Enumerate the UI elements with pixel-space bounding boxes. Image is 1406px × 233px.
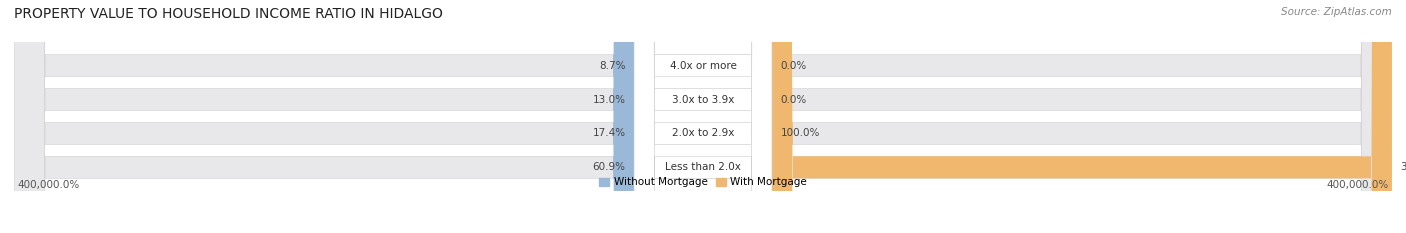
Text: 4.0x or more: 4.0x or more	[669, 61, 737, 71]
Text: 0.0%: 0.0%	[780, 95, 807, 105]
Text: Source: ZipAtlas.com: Source: ZipAtlas.com	[1281, 7, 1392, 17]
FancyBboxPatch shape	[634, 0, 772, 233]
Text: 17.4%: 17.4%	[592, 128, 626, 138]
FancyBboxPatch shape	[613, 0, 655, 233]
Text: 13.0%: 13.0%	[592, 95, 626, 105]
FancyBboxPatch shape	[14, 0, 1392, 233]
Text: 3.0x to 3.9x: 3.0x to 3.9x	[672, 95, 734, 105]
Text: PROPERTY VALUE TO HOUSEHOLD INCOME RATIO IN HIDALGO: PROPERTY VALUE TO HOUSEHOLD INCOME RATIO…	[14, 7, 443, 21]
FancyBboxPatch shape	[613, 0, 655, 233]
FancyBboxPatch shape	[772, 0, 1392, 233]
Text: 359,963.2%: 359,963.2%	[1400, 162, 1406, 172]
FancyBboxPatch shape	[14, 0, 1392, 233]
Text: 400,000.0%: 400,000.0%	[17, 180, 80, 190]
FancyBboxPatch shape	[14, 0, 1392, 233]
FancyBboxPatch shape	[751, 0, 793, 233]
FancyBboxPatch shape	[634, 0, 772, 233]
Text: 60.9%: 60.9%	[592, 162, 626, 172]
Text: 0.0%: 0.0%	[780, 61, 807, 71]
Text: 8.7%: 8.7%	[599, 61, 626, 71]
FancyBboxPatch shape	[613, 0, 655, 233]
Legend: Without Mortgage, With Mortgage: Without Mortgage, With Mortgage	[599, 177, 807, 187]
FancyBboxPatch shape	[634, 0, 772, 233]
Text: Less than 2.0x: Less than 2.0x	[665, 162, 741, 172]
FancyBboxPatch shape	[634, 0, 772, 233]
Text: 400,000.0%: 400,000.0%	[1326, 180, 1389, 190]
Text: 100.0%: 100.0%	[780, 128, 820, 138]
FancyBboxPatch shape	[14, 0, 1392, 233]
Text: 2.0x to 2.9x: 2.0x to 2.9x	[672, 128, 734, 138]
FancyBboxPatch shape	[613, 0, 655, 233]
